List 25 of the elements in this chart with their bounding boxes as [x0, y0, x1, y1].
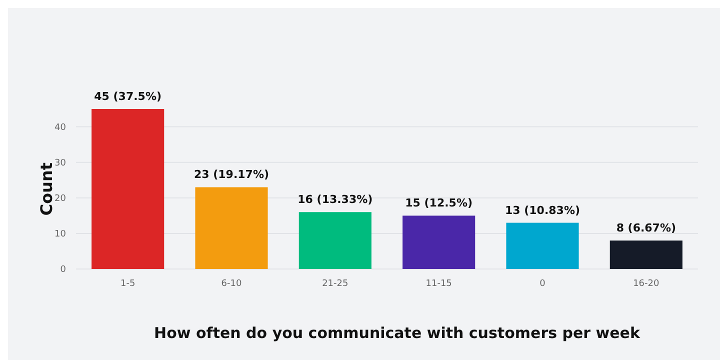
y-tick-label: 20 — [54, 194, 66, 204]
y-tick-label: 40 — [54, 122, 66, 133]
data-label: 15 (12.5%) — [405, 196, 473, 210]
data-label: 45 (37.5%) — [94, 90, 162, 103]
x-tick-label: 16-20 — [633, 279, 660, 289]
y-tick-label: 10 — [54, 230, 66, 240]
bar — [298, 212, 372, 269]
data-label: 16 (13.33%) — [298, 193, 373, 206]
bar — [506, 222, 579, 269]
data-label: 13 (10.83%) — [504, 204, 580, 217]
bar — [92, 109, 164, 269]
y-axis-title: Count — [37, 162, 56, 216]
bar — [195, 187, 268, 269]
x-tick-label: 1-5 — [120, 279, 136, 289]
y-tick-label: 0 — [60, 265, 66, 276]
x-tick-label: 6-10 — [221, 279, 242, 289]
data-label: 23 (19.17%) — [194, 168, 270, 182]
bar — [402, 216, 476, 269]
x-axis-title: How often do you communicate with customers per week — [154, 324, 641, 342]
x-tick-label: 11-15 — [426, 279, 452, 289]
bar — [610, 240, 682, 269]
x-tick-label: 21-25 — [322, 279, 348, 289]
data-label: 8 (6.67%) — [616, 222, 676, 235]
y-tick-label: 30 — [54, 158, 66, 168]
x-tick-label: 0 — [540, 279, 546, 289]
